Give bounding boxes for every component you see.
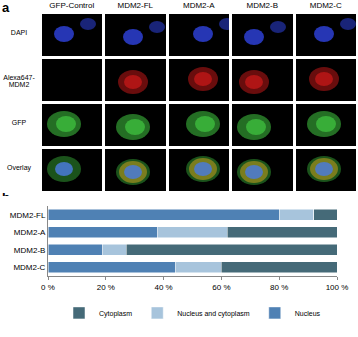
svg-text:20 %: 20 % [97,283,115,292]
html-text:b: b [2,190,10,205]
svg-text:80 %: 80 % [270,283,288,292]
html-text:a: a [2,0,10,15]
svg-text:Cytoplasm: Cytoplasm [99,310,132,318]
html-text:MDM2-A: MDM2-A [183,1,215,10]
svg-text:Nucleus and cytoplasm: Nucleus and cytoplasm [177,310,250,318]
svg-text:MDM2-C: MDM2-C [13,263,45,272]
html-text:DAPI: DAPI [10,28,28,36]
svg-text:MDM2-A: MDM2-A [14,228,46,237]
html-text:Overlay: Overlay [6,163,32,171]
svg-text:60 %: 60 % [212,283,230,292]
html-text:Alexa647-MDM2: Alexa647-MDM2 [3,73,35,88]
svg-text:0 %: 0 % [41,283,55,292]
html-text:MDM2-B: MDM2-B [246,1,278,10]
html-text:GFP-Control: GFP-Control [49,1,95,10]
svg-text:MDM2-FL: MDM2-FL [10,211,46,220]
svg-text:40 %: 40 % [154,283,172,292]
svg-text:MDM2-B: MDM2-B [14,246,46,255]
svg-text:100 %: 100 % [326,283,349,292]
svg-text:Nucleus: Nucleus [295,310,321,317]
html-text:GFP: GFP [11,118,27,126]
html-text:MDM2-C: MDM2-C [309,1,342,10]
html-text:MDM2-FL: MDM2-FL [117,1,153,10]
